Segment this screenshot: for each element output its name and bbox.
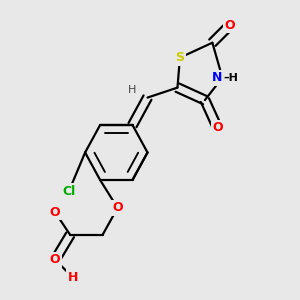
Text: S: S [176, 51, 184, 64]
Text: O: O [112, 201, 123, 214]
Text: O: O [50, 253, 61, 266]
Text: O: O [50, 206, 61, 219]
Text: O: O [224, 19, 235, 32]
Text: H: H [128, 85, 137, 95]
Text: H: H [68, 271, 78, 284]
Text: N: N [212, 71, 222, 84]
Text: Cl: Cl [62, 185, 76, 198]
Text: –H: –H [224, 73, 238, 82]
Text: O: O [212, 121, 223, 134]
